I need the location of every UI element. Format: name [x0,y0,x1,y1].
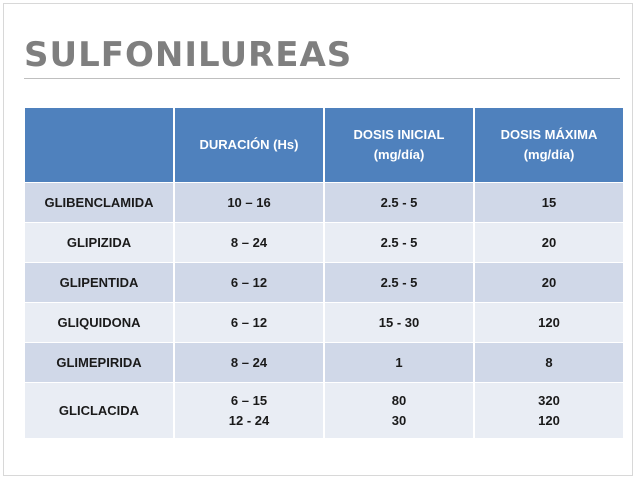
drug-name-cell: GLIBENCLAMIDA [23,182,175,223]
drug-name-cell: GLIMEPIRIDA [23,342,175,383]
initial-dose-line-1: 80 [391,392,407,408]
title-underline [24,78,620,79]
table-row: GLIPIZIDA 8 – 24 2.5 - 5 20 [23,222,625,263]
max-dose-cell: 120 [473,302,625,343]
max-dose-cell: 320 120 [473,382,625,439]
max-dose-line-2: 120 [538,412,560,428]
header-max-line-1: DOSIS MÁXIMA [500,127,598,142]
initial-dose-cell: 2.5 - 5 [323,262,475,303]
initial-dose-cell: 2.5 - 5 [323,182,475,223]
max-dose-cell: 20 [473,262,625,303]
duration-cell: 6 – 12 [173,262,325,303]
header-cell-initial-dose: DOSIS INICIAL (mg/día) [323,107,475,183]
table-row: GLIMEPIRIDA 8 – 24 1 8 [23,342,625,383]
slide-frame [3,3,633,476]
drug-name-cell: GLIPENTIDA [23,262,175,303]
table-row: GLIPENTIDA 6 – 12 2.5 - 5 20 [23,262,625,303]
duration-cell: 10 – 16 [173,182,325,223]
table-header-row: DURACIÓN (Hs) DOSIS INICIAL (mg/día) DOS… [23,107,625,183]
header-initial-line-2: (mg/día) [373,147,425,162]
header-max-line-2: (mg/día) [523,147,575,162]
initial-dose-cell: 80 30 [323,382,475,439]
table-row: GLIBENCLAMIDA 10 – 16 2.5 - 5 15 [23,182,625,223]
drug-name-cell: GLICLACIDA [23,382,175,439]
duration-cell: 8 – 24 [173,222,325,263]
duration-cell: 6 – 15 12 - 24 [173,382,325,439]
header-cell-empty [23,107,175,183]
slide-title: SULFONILUREAS [24,35,353,75]
initial-dose-cell: 15 - 30 [323,302,475,343]
max-dose-line-1: 320 [538,392,560,408]
max-dose-cell: 15 [473,182,625,223]
max-dose-cell: 8 [473,342,625,383]
initial-dose-cell: 1 [323,342,475,383]
drug-name-cell: GLIPIZIDA [23,222,175,263]
duration-line-1: 6 – 15 [230,392,268,408]
header-cell-max-dose: DOSIS MÁXIMA (mg/día) [473,107,625,183]
header-cell-duration: DURACIÓN (Hs) [173,107,325,183]
duration-cell: 8 – 24 [173,342,325,383]
max-dose-cell: 20 [473,222,625,263]
duration-line-2: 12 - 24 [228,412,270,428]
header-initial-line-1: DOSIS INICIAL [353,127,445,142]
table-row: GLICLACIDA 6 – 15 12 - 24 80 30 320 120 [23,382,625,439]
initial-dose-line-2: 30 [391,412,407,428]
sulfonylureas-table: DURACIÓN (Hs) DOSIS INICIAL (mg/día) DOS… [23,107,625,439]
table-row: GLIQUIDONA 6 – 12 15 - 30 120 [23,302,625,343]
drug-name-cell: GLIQUIDONA [23,302,175,343]
duration-cell: 6 – 12 [173,302,325,343]
initial-dose-cell: 2.5 - 5 [323,222,475,263]
